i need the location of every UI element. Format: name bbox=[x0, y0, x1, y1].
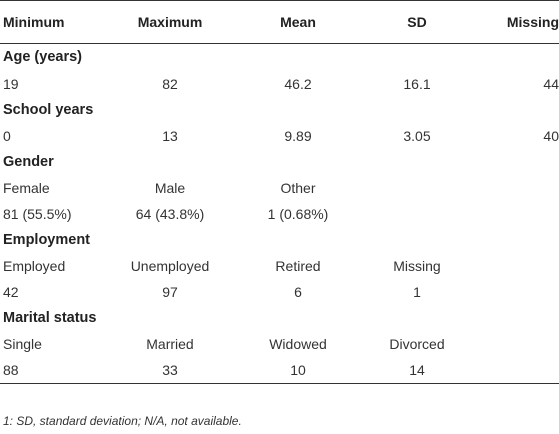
table-cell: 10 bbox=[234, 356, 362, 384]
table-row: Employed Unemployed Retired Missing bbox=[0, 253, 559, 279]
table-row: 0 13 9.89 3.05 40 bbox=[0, 123, 559, 149]
table-cell: 33 bbox=[106, 356, 234, 384]
table-cell: Female bbox=[3, 179, 50, 196]
table-cell: 88 bbox=[0, 356, 106, 384]
table-cell: Missing bbox=[393, 257, 441, 274]
table-cell: 64 (43.8%) bbox=[135, 205, 205, 222]
table-row: 42 97 6 1 bbox=[0, 279, 559, 305]
section-title-gender: Gender bbox=[3, 153, 54, 170]
table-row: Female Male Other bbox=[0, 175, 559, 201]
section-title-employment: Employment bbox=[3, 231, 91, 248]
table-footnote: 1: SD, standard deviation; N/A, not avai… bbox=[3, 414, 242, 428]
table-cell bbox=[472, 279, 559, 305]
table-cell: 82 bbox=[162, 75, 178, 92]
table-cell: 9.89 bbox=[284, 127, 312, 144]
table-cell bbox=[472, 356, 559, 384]
table-cell: 97 bbox=[162, 283, 178, 300]
table-cell bbox=[472, 201, 559, 227]
table-cell bbox=[472, 253, 559, 279]
table-cell: Unemployed bbox=[130, 257, 210, 274]
table-cell: 3.05 bbox=[403, 127, 431, 144]
table-cell: Male bbox=[154, 179, 186, 196]
header-mean: Mean bbox=[234, 0, 362, 44]
header-row: Minimum Maximum Mean SD Missing bbox=[0, 0, 559, 44]
section-row-school-years: School years bbox=[0, 97, 559, 123]
table-cell: Divorced bbox=[389, 335, 445, 352]
table-cell: Married bbox=[146, 335, 194, 352]
table-cell: 19 bbox=[3, 75, 19, 92]
table-cell: 1 bbox=[413, 283, 421, 300]
table-cell: 14 bbox=[362, 356, 472, 384]
section-row-employment: Employment bbox=[0, 227, 559, 253]
table-cell: 0 bbox=[3, 127, 11, 144]
table-cell bbox=[472, 175, 559, 201]
header-missing: Missing bbox=[472, 0, 559, 44]
table-cell: 13 bbox=[162, 127, 178, 144]
section-row-age: Age (years) bbox=[0, 44, 559, 71]
section-title-age: Age (years) bbox=[3, 49, 82, 66]
table-cell bbox=[472, 331, 559, 357]
table-header: Minimum Maximum Mean SD Missing bbox=[0, 0, 559, 44]
table-cell: Retired bbox=[275, 257, 321, 274]
table-row: 19 82 46.2 16.1 44 bbox=[0, 71, 559, 97]
table-row: 88 33 10 14 bbox=[0, 356, 559, 384]
table-cell: 40 bbox=[543, 127, 559, 144]
header-sd: SD bbox=[362, 0, 472, 44]
header-minimum: Minimum bbox=[0, 0, 106, 44]
table-row: Single Married Widowed Divorced bbox=[0, 331, 559, 357]
table-cell: 46.2 bbox=[284, 75, 312, 92]
table-body: Age (years) 19 82 46.2 16.1 44 School ye… bbox=[0, 44, 559, 384]
table-cell: Employed bbox=[3, 257, 66, 274]
table-cell: 16.1 bbox=[403, 75, 431, 92]
header-maximum: Maximum bbox=[106, 0, 234, 44]
table-cell bbox=[362, 201, 472, 227]
section-row-gender: Gender bbox=[0, 149, 559, 175]
table-cell: 1 (0.68%) bbox=[267, 205, 329, 222]
descriptive-statistics-table: Minimum Maximum Mean SD Missing Age (yea… bbox=[0, 0, 559, 384]
section-title-marital-status: Marital status bbox=[3, 309, 97, 326]
table-cell: 6 bbox=[294, 283, 302, 300]
table-cell bbox=[362, 175, 472, 201]
table-cell: Single bbox=[3, 335, 42, 352]
section-title-school-years: School years bbox=[3, 101, 94, 118]
section-row-marital-status: Marital status bbox=[0, 305, 559, 331]
table-cell: 42 bbox=[3, 283, 19, 300]
table-cell: 81 (55.5%) bbox=[3, 205, 72, 222]
table-cell: 44 bbox=[543, 75, 559, 92]
table-cell: Widowed bbox=[269, 335, 327, 352]
table-cell: Other bbox=[280, 179, 316, 196]
table-row: 81 (55.5%) 64 (43.8%) 1 (0.68%) bbox=[0, 201, 559, 227]
